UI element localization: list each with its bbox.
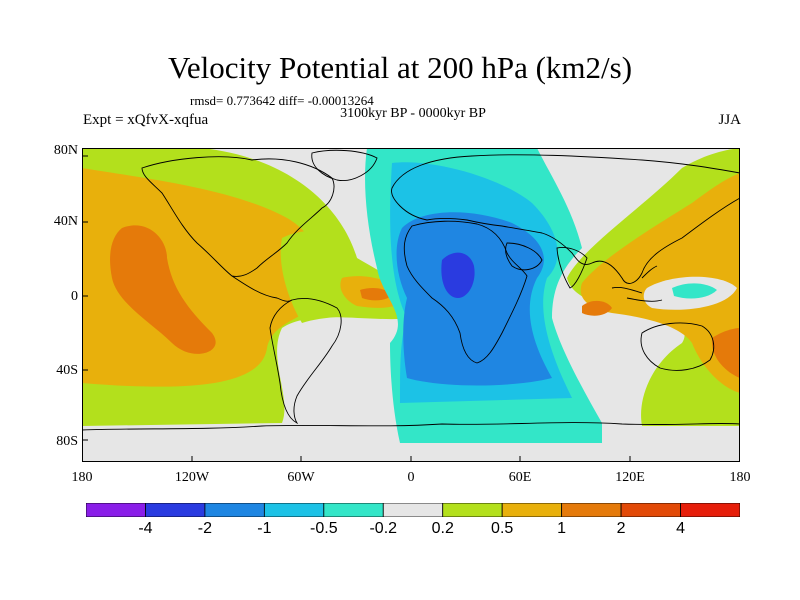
colorbar-swatch — [145, 503, 206, 517]
antarctica-outline — [82, 422, 740, 431]
colorbar-swatch — [323, 503, 384, 517]
colorbar-label: -2 — [197, 520, 213, 537]
colorbar-swatch — [263, 503, 325, 517]
x-label-180e: 180 — [729, 470, 751, 485]
colorbar-swatch — [680, 503, 740, 517]
africa-outline — [403, 220, 528, 364]
colorbar-swatch — [501, 503, 563, 517]
colorbar-swatch — [204, 503, 265, 517]
west-pacific-strong-positive-se — [711, 328, 740, 378]
coastlines — [82, 149, 740, 431]
africa-mid-negative — [396, 212, 552, 386]
north-america-outline — [141, 156, 335, 277]
colorbar-label: -4 — [138, 520, 153, 537]
x-label-60w: 60W — [287, 470, 315, 485]
map-ticks — [82, 155, 631, 462]
colorbar-label: 2 — [616, 520, 626, 537]
colorbar-swatch — [620, 503, 681, 517]
eurasia-outline — [391, 154, 740, 284]
south-america-outline — [269, 297, 342, 425]
colorbar-label: 1 — [557, 520, 567, 537]
colorbar-swatch — [86, 503, 146, 517]
colorbar-label: 0.2 — [431, 520, 454, 537]
y-label-40n: 40N — [53, 214, 78, 229]
colorbar-label: -0.5 — [310, 520, 338, 537]
y-label-80s: 80S — [56, 434, 78, 449]
y-label-80n: 80N — [53, 143, 78, 158]
arabia-outline — [505, 242, 543, 271]
map-title: Velocity Potential at 200 hPa (km2/s) — [167, 50, 633, 85]
africa-strong-negative — [441, 252, 475, 298]
season-label: JJA — [718, 112, 741, 128]
colorbar-swatch — [382, 503, 444, 517]
x-label-60e: 60E — [508, 470, 532, 485]
stats-line: rmsd= 0.773642 diff= -0.00013264 — [190, 93, 374, 108]
colorbar-swatch — [442, 503, 503, 517]
experiment-label: Expt = xQfvX-xqfua — [83, 112, 209, 128]
west-pacific-strong-positive — [582, 300, 612, 316]
colorbar-swatch — [561, 503, 622, 517]
atlantic-strong-positive — [360, 287, 392, 301]
colorbar-label: -0.2 — [369, 520, 398, 537]
southeast-asia-islands — [611, 265, 663, 302]
y-label-0: 0 — [71, 289, 78, 304]
y-label-40s: 40S — [56, 363, 78, 378]
x-label-120e: 120E — [615, 470, 645, 485]
greenland-outline — [311, 149, 378, 181]
colorbar — [86, 503, 740, 517]
colorbar-label: 0.5 — [491, 520, 514, 537]
central-america-outline — [231, 275, 293, 302]
india-outline — [556, 247, 588, 289]
x-label-180w: 180 — [71, 470, 93, 485]
velocity-potential-map — [82, 148, 740, 462]
west-pacific-weak-negative — [672, 283, 717, 299]
pacific-mid-positive — [82, 168, 332, 387]
australia-outline — [640, 322, 715, 371]
pacific-strong-positive — [110, 225, 216, 354]
colorbar-label: -1 — [257, 520, 272, 537]
x-label-120w: 120W — [174, 470, 210, 485]
x-label-0: 0 — [407, 470, 415, 485]
colorbar-label: 4 — [676, 520, 685, 537]
period-label: 3100kyr BP - 0000kyr BP — [340, 106, 486, 121]
